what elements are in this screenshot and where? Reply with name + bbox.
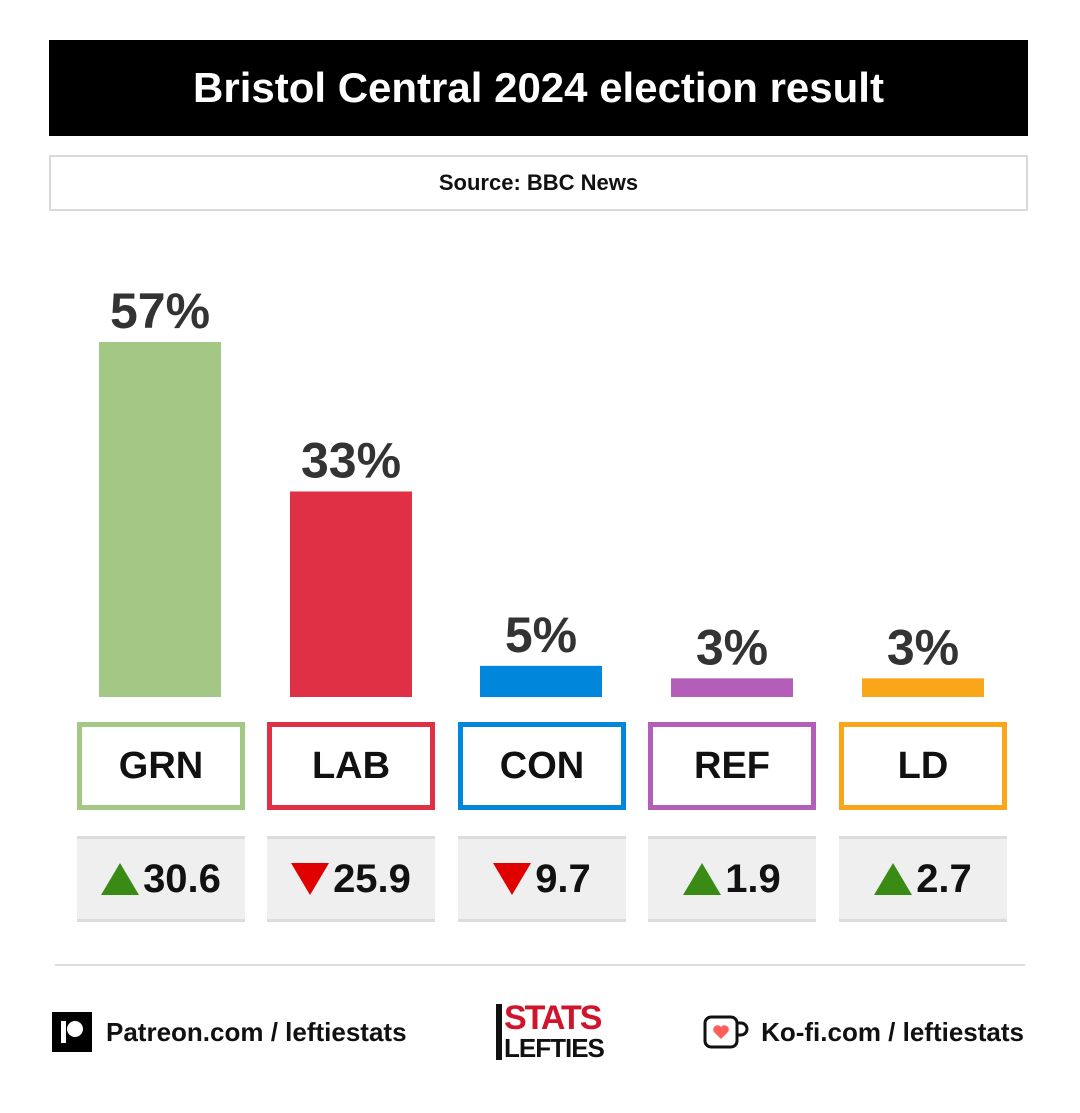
change-value: 30.6 <box>143 856 221 901</box>
triangle-down-icon <box>493 863 532 895</box>
patreon-text: Patreon.com / leftiestats <box>106 1016 407 1047</box>
footer-divider <box>55 964 1025 966</box>
chart-title: Bristol Central 2024 election result <box>49 40 1028 136</box>
triangle-down-icon <box>291 863 330 895</box>
change-con: 9.7 <box>458 836 626 922</box>
bar-con <box>480 665 602 697</box>
kofi-cup-icon <box>703 1015 749 1049</box>
triangle-up-icon <box>683 863 722 895</box>
change-value: 1.9 <box>725 856 781 901</box>
change-value: 25.9 <box>333 856 411 901</box>
bar-grn <box>99 342 221 697</box>
change-grn: 30.6 <box>77 836 245 922</box>
party-label-grn: GRN <box>77 722 245 810</box>
value-label-grn: 57% <box>110 283 210 339</box>
value-label-ld: 3% <box>887 619 959 675</box>
stats-for-lefties-logo: STATS LEFTIES <box>494 1000 605 1064</box>
bar-ld <box>862 678 984 697</box>
value-label-ref: 3% <box>696 619 768 675</box>
change-value: 2.7 <box>916 856 972 901</box>
triangle-up-icon <box>101 863 140 895</box>
party-label-con: CON <box>458 722 626 810</box>
source-label: Source: BBC News <box>49 155 1028 211</box>
kofi-link[interactable]: Ko-fi.com / leftiestats <box>703 1012 1024 1052</box>
value-label-lab: 33% <box>301 432 401 488</box>
party-label-lab: LAB <box>267 722 435 810</box>
patreon-icon <box>52 1012 92 1052</box>
patreon-link[interactable]: Patreon.com / leftiestats <box>52 1012 407 1052</box>
change-value: 9.7 <box>535 856 591 901</box>
bar-ref <box>671 678 793 697</box>
triangle-up-icon <box>874 863 913 895</box>
party-label-ref: REF <box>648 722 816 810</box>
change-ref: 1.9 <box>648 836 816 922</box>
party-label-ld: LD <box>839 722 1007 810</box>
bar-lab <box>290 491 412 697</box>
change-lab: 25.9 <box>267 836 435 922</box>
kofi-text: Ko-fi.com / leftiestats <box>761 1016 1024 1047</box>
change-ld: 2.7 <box>839 836 1007 922</box>
value-label-con: 5% <box>505 607 577 663</box>
